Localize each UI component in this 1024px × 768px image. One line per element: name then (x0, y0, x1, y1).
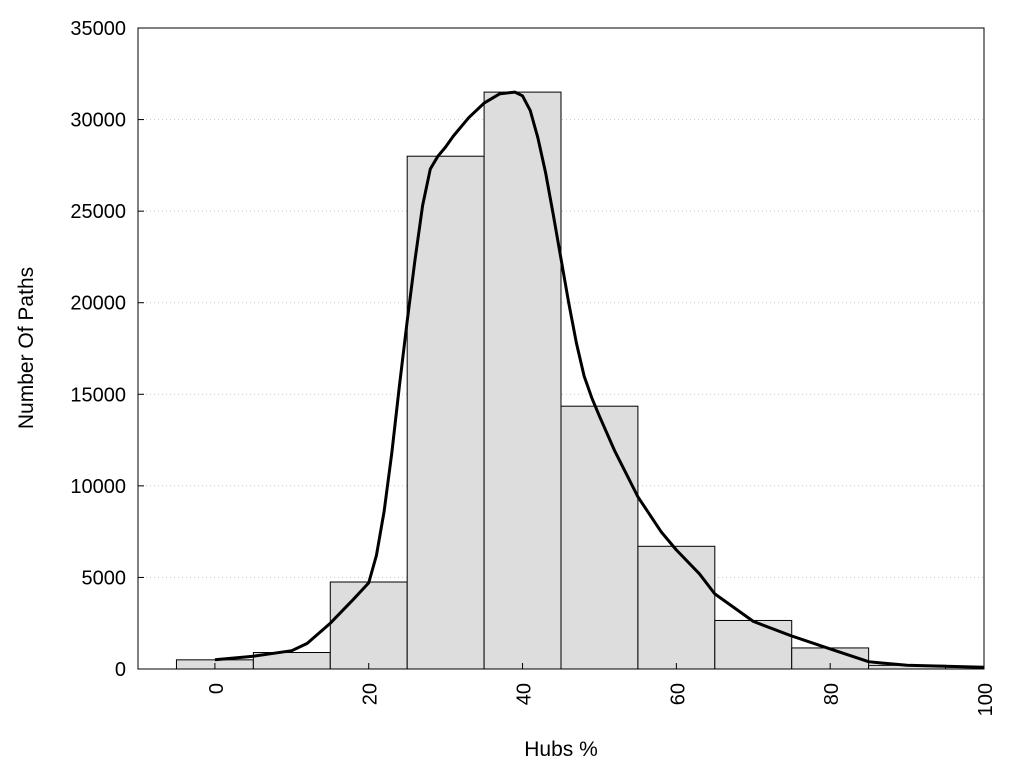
y-tick-label: 35000 (70, 18, 126, 40)
histogram-bar (714, 619, 793, 670)
y-axis-title: Number Of Paths (15, 267, 38, 429)
x-tick-label: 60 (667, 683, 689, 705)
y-tick-label: 25000 (70, 201, 126, 223)
x-axis-ticks: 0 20 40 60 80 100 (206, 663, 997, 716)
y-tick-label: 10000 (70, 476, 126, 498)
histogram-bars (175, 91, 985, 670)
y-tick-label: 5000 (82, 567, 127, 589)
x-tick-label: 100 (975, 683, 997, 716)
histogram-bar (329, 581, 408, 670)
histogram-bar (637, 545, 716, 670)
histogram-bar (560, 405, 639, 670)
histogram-bar (483, 91, 562, 670)
grid-lines (138, 119, 984, 578)
plot-frame (137, 27, 985, 670)
x-tick-label: 40 (514, 683, 536, 705)
y-tick-label: 20000 (70, 293, 126, 315)
x-tick-label: 80 (821, 683, 843, 705)
y-tick-label: 0 (115, 659, 126, 681)
y-tick-label: 15000 (70, 384, 126, 406)
density-curve (214, 90, 985, 669)
y-tick-label: 30000 (70, 110, 126, 132)
x-tick-label: 20 (360, 683, 382, 705)
x-tick-label: 0 (206, 683, 228, 694)
y-axis-ticks: 0 5000 10000 15000 20000 25000 30000 35000 (70, 18, 144, 681)
x-axis-title: Hubs % (524, 738, 598, 761)
histogram-bar (406, 155, 485, 670)
